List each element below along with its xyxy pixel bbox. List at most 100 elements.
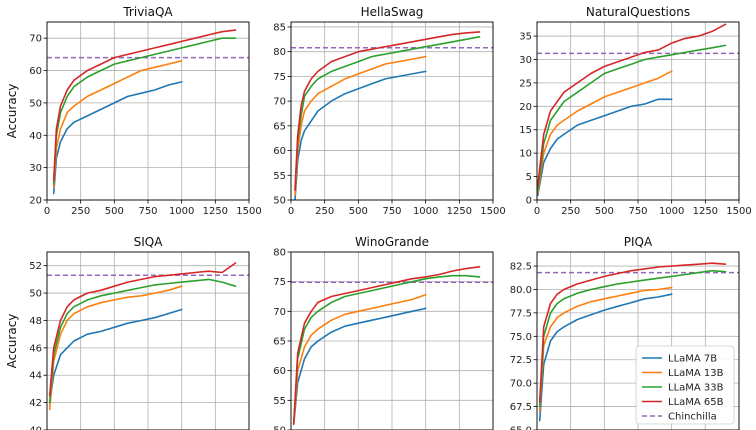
y-tick-label: 25 [519, 78, 532, 89]
series-line-llama-7b [48, 308, 183, 404]
x-tick-label: 1250 [693, 206, 718, 217]
series-line-llama-33b [48, 278, 237, 404]
y-tick-label: 44 [29, 371, 42, 382]
x-tick-label: 250 [561, 206, 580, 217]
series-line-llama-33b [292, 274, 481, 425]
y-tick-label: 75 [273, 277, 286, 288]
series-line-llama-65b [52, 29, 237, 182]
panel-title: TriviaQA [122, 5, 173, 19]
x-tick-label: 500 [105, 206, 124, 217]
x-tick-label: 250 [315, 206, 334, 217]
x-tick-label: 250 [71, 206, 90, 217]
plot-frame [290, 251, 494, 430]
legend-label-chinchilla: Chinchilla [668, 412, 717, 423]
legend-box [635, 345, 735, 425]
y-tick-label: 30 [29, 163, 42, 174]
x-tick-label: 1500 [236, 206, 261, 217]
x-tick-label: 1000 [659, 206, 684, 217]
y-tick-label: 65 [273, 121, 286, 132]
panel-title: SIQA [134, 235, 164, 249]
y-tick-label: 40 [29, 426, 42, 430]
series-line-llama-13b [292, 293, 427, 425]
y-tick-label: 46 [29, 343, 42, 354]
y-tick-label: 20 [519, 102, 532, 113]
y-tick-label: 48 [29, 316, 42, 327]
legend-label-llama-7b: LLaMA 7B [668, 354, 717, 365]
x-tick-label: 1000 [413, 206, 438, 217]
series-line-llama-65b [537, 23, 727, 187]
x-tick-label: 1500 [480, 206, 505, 217]
plot-frame [536, 251, 740, 430]
panel-title: NaturalQuestions [586, 5, 690, 19]
series-line-llama-7b [538, 293, 673, 422]
series-group [52, 29, 237, 195]
y-tick-label: 70 [273, 307, 286, 318]
x-tick-label: 500 [595, 206, 614, 217]
y-tick-label: 35 [519, 32, 532, 43]
legend-label-llama-13b: LLaMA 13B [668, 368, 724, 379]
y-tick-label: 67.5 [510, 402, 532, 413]
y-tick-label: 10 [519, 149, 532, 160]
y-tick-label: 77.5 [510, 308, 532, 319]
panel-winogrande: 50 55 60 65 70 75 80 WinoGrande [273, 235, 494, 430]
y-tick-label: 42 [29, 398, 42, 409]
panel-siqa: 40 42 44 46 48 50 52 SIQA [29, 235, 250, 430]
series-line-llama-33b [538, 269, 727, 408]
y-tick-label: 50 [29, 98, 42, 109]
y-tick-label: 20 [29, 196, 42, 207]
y-tick-label: 0 [526, 196, 532, 207]
series-line-llama-13b [48, 285, 183, 411]
y-tick-label: 15 [519, 125, 532, 136]
y-tick-label: 75 [273, 72, 286, 83]
legend-label-llama-33b: LLaMA 33B [668, 383, 724, 394]
y-tick-label: 80.0 [510, 285, 532, 296]
series-line-llama-33b [52, 37, 237, 185]
y-tick-label: 55 [273, 396, 286, 407]
legend: LLaMA 7B LLaMA 13B LLaMA 33B LLaMA 65B Chinc… [635, 345, 735, 425]
series-line-llama-65b [292, 265, 481, 425]
panel-title: WinoGrande [355, 235, 429, 249]
x-tick-label: 1250 [203, 206, 228, 217]
y-tick-label: 5 [526, 172, 532, 183]
plot-frame [46, 251, 250, 430]
y-tick-label: 80 [273, 248, 286, 259]
series-group [294, 31, 481, 200]
y-tick-label: 70 [29, 34, 42, 45]
x-tick-label: 0 [534, 206, 540, 217]
series-line-llama-13b [294, 55, 427, 196]
x-tick-label: 750 [138, 206, 157, 217]
y-tick-label: 60 [29, 66, 42, 77]
y-tick-label: 50 [273, 426, 286, 430]
x-tick-label: 750 [628, 206, 647, 217]
x-tick-label: 0 [44, 206, 50, 217]
panel-naturalquestions: 0 250 500 750 1000 1250 1500 0 5 10 15 20 25 30 35 Natu… [519, 5, 751, 217]
series-group [538, 262, 727, 422]
y-tick-label: 30 [519, 55, 532, 66]
y-tick-label: 75.0 [510, 332, 532, 343]
series-group [48, 262, 237, 411]
series-line-llama-13b [537, 70, 673, 194]
plot-frame [290, 21, 494, 201]
y-tick-label: 70 [273, 97, 286, 108]
series-line-llama-65b [294, 31, 481, 191]
y-axis-label: Accuracy [5, 314, 19, 369]
panel-hellaswag: 0 250 500 750 1000 1250 1500 50 55 60 65 70 75 80 85 He… [273, 5, 505, 217]
series-line-llama-33b [294, 35, 481, 191]
x-tick-label: 750 [382, 206, 401, 217]
y-tick-label: 60 [273, 146, 286, 157]
x-tick-label: 500 [349, 206, 368, 217]
y-axis-label: Accuracy [5, 84, 19, 139]
panel-title: HellaSwag [361, 5, 424, 19]
legend-label-llama-65b: LLaMA 65B [668, 397, 724, 408]
x-tick-label: 0 [288, 206, 294, 217]
y-tick-label: 85 [273, 22, 286, 33]
y-tick-label: 65.0 [510, 426, 532, 430]
plot-frame [536, 21, 740, 201]
series-line-llama-65b [538, 262, 727, 403]
y-tick-label: 40 [29, 131, 42, 142]
y-tick-label: 50 [29, 289, 42, 300]
y-tick-label: 55 [273, 171, 286, 182]
x-tick-label: 1000 [169, 206, 194, 217]
series-line-llama-7b [537, 98, 673, 197]
panel-title: PIQA [624, 235, 653, 249]
